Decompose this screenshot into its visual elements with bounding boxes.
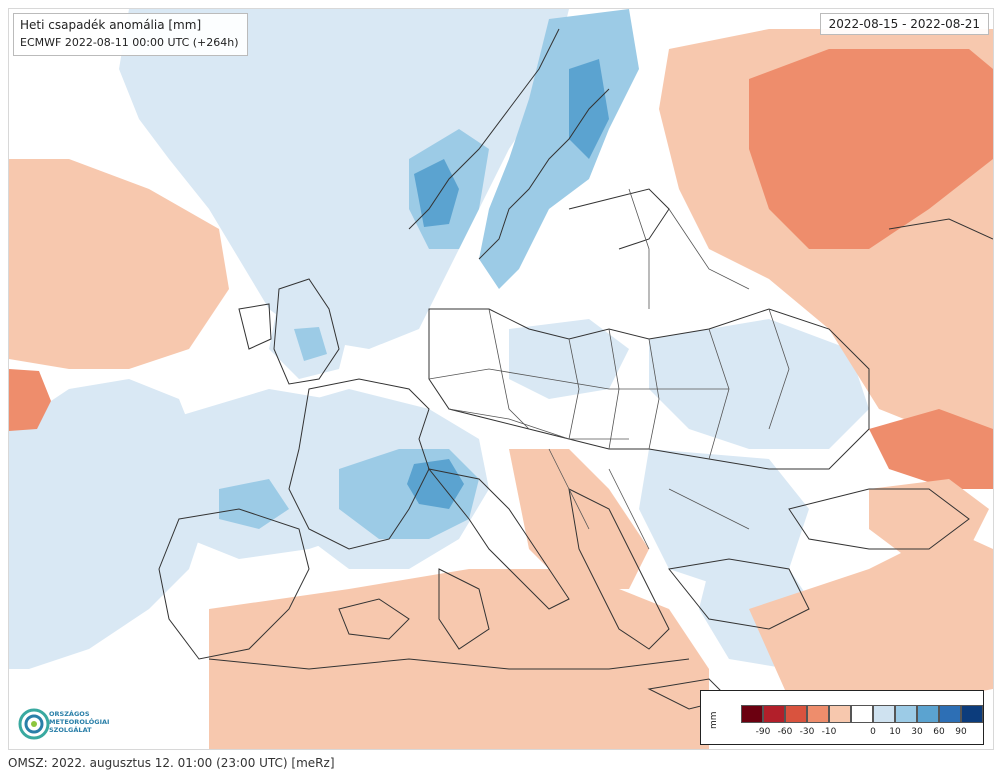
legend-tick-label: 30 [911,727,923,737]
legend-swatches [741,705,983,723]
logo-text: ORSZÁGOS METEOROLÓGIAI SZOLGÁLAT [49,710,110,734]
red-anomaly-caucasus [869,409,993,489]
coastlines [158,28,993,710]
legend-swatch [851,705,873,723]
anomaly-map [9,9,993,749]
legend-swatch [807,705,829,723]
legend-tick-label: -60 [777,727,793,737]
omsz-logo: ORSZÁGOS METEOROLÓGIAI SZOLGÁLAT [13,703,137,745]
map-area: Heti csapadék anomália [mm] ECMWF 2022-0… [8,8,994,750]
legend-tick-label: -90 [755,727,771,737]
map-title-box: Heti csapadék anomália [mm] ECMWF 2022-0… [13,13,248,56]
map-title: Heti csapadék anomália [mm] [20,18,202,32]
legend-swatch [961,705,983,723]
legend-swatch [939,705,961,723]
legend-ticks: -90 -60 -30 -10 0 10 30 60 90 [741,727,983,741]
legend-tick-label: 10 [889,727,901,737]
red-anomaly-north-africa [209,569,709,749]
red-anomaly-east-med [749,529,993,709]
logo-swirl-icon [18,708,50,740]
legend-tick-label: -10 [821,727,837,737]
blue-anomaly-balkan-east [639,449,809,589]
blue-anomaly-east [649,319,869,449]
legend-swatch [741,705,763,723]
legend-unit: mm [709,711,719,729]
legend-tick-label: 90 [955,727,967,737]
blue-anomaly-atlantic-north [119,9,569,349]
red-anomaly-russia-core [749,49,993,249]
legend-swatch [829,705,851,723]
legend: mm -90 -60 -30 -10 0 10 30 60 90 [700,690,984,745]
footer-text: OMSZ: 2022. augusztus 12. 01:00 (23:00 U… [8,756,335,770]
legend-tick-label: 0 [870,727,876,737]
legend-swatch [763,705,785,723]
legend-swatch [917,705,939,723]
legend-tick-label: 60 [933,727,945,737]
date-range: 2022-08-15 - 2022-08-21 [819,13,989,35]
blue-anomaly-central [509,319,629,399]
country-borders [428,188,790,550]
map-subtitle: ECMWF 2022-08-11 00:00 UTC (+264h) [20,36,239,49]
red-anomaly-black-sea [869,479,989,559]
legend-swatch [873,705,895,723]
blue-anomaly-atlantic-west [9,379,209,669]
red-anomaly-atlantic-west [9,159,229,369]
blue-anomaly-biscay [219,479,289,529]
blue-anomaly-norway-core [414,159,459,227]
red-anomaly-atlantic-spot [9,369,51,431]
legend-tick-label: -30 [799,727,815,737]
red-anomaly-mediterranean [509,449,649,589]
blue-anomaly-alps-core [407,459,464,509]
legend-swatch [895,705,917,723]
blue-anomaly-uk-mid [294,327,327,361]
legend-swatch [785,705,807,723]
